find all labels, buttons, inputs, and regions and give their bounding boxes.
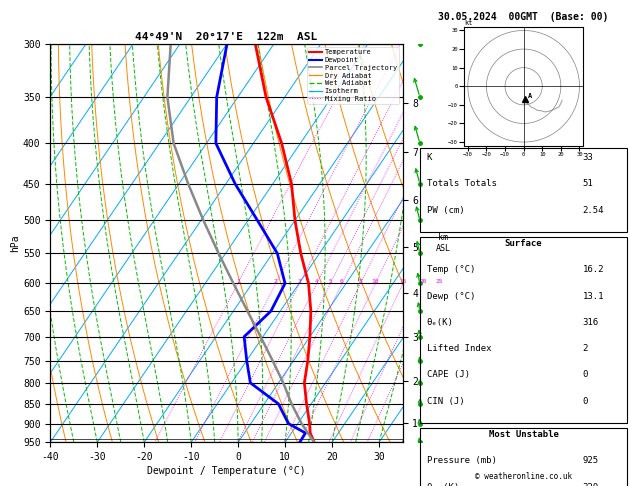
Text: 10: 10 <box>372 278 379 284</box>
Text: 51: 51 <box>582 179 593 189</box>
Text: kt: kt <box>464 20 472 26</box>
Text: 2: 2 <box>274 278 277 284</box>
Text: 16.2: 16.2 <box>582 265 604 275</box>
Text: 320: 320 <box>582 483 599 486</box>
Text: © weatheronline.co.uk: © weatheronline.co.uk <box>475 472 572 481</box>
Text: Pressure (mb): Pressure (mb) <box>426 456 496 466</box>
X-axis label: Dewpoint / Temperature (°C): Dewpoint / Temperature (°C) <box>147 466 306 476</box>
Text: K: K <box>426 153 432 162</box>
Text: 5: 5 <box>328 278 332 284</box>
Bar <box>420 237 627 423</box>
Y-axis label: hPa: hPa <box>10 234 20 252</box>
Text: 6: 6 <box>340 278 343 284</box>
Text: 8: 8 <box>359 278 362 284</box>
Text: θₑ(K): θₑ(K) <box>426 318 454 327</box>
Text: Dewp (°C): Dewp (°C) <box>426 292 475 301</box>
Text: 0: 0 <box>582 397 588 406</box>
Text: Temp (°C): Temp (°C) <box>426 265 475 275</box>
Text: 13.1: 13.1 <box>582 292 604 301</box>
Text: Totals Totals: Totals Totals <box>426 179 496 189</box>
Bar <box>420 148 627 232</box>
Text: 925: 925 <box>582 456 599 466</box>
Text: Lifted Index: Lifted Index <box>426 344 491 353</box>
Bar <box>420 428 627 486</box>
Text: 15: 15 <box>399 278 406 284</box>
Text: 33: 33 <box>582 153 593 162</box>
Text: 4: 4 <box>314 278 318 284</box>
Text: 25: 25 <box>435 278 443 284</box>
Text: 2.54: 2.54 <box>582 206 604 215</box>
Text: 0: 0 <box>582 370 588 380</box>
Text: CIN (J): CIN (J) <box>426 397 464 406</box>
Title: 44°49'N  20°17'E  122m  ASL: 44°49'N 20°17'E 122m ASL <box>135 32 318 42</box>
Legend: Temperature, Dewpoint, Parcel Trajectory, Dry Adiabat, Wet Adiabat, Isotherm, Mi: Temperature, Dewpoint, Parcel Trajectory… <box>308 47 399 104</box>
Text: 2: 2 <box>582 344 588 353</box>
Text: Surface: Surface <box>505 239 542 248</box>
Text: 316: 316 <box>582 318 599 327</box>
Text: θₑ (K): θₑ (K) <box>426 483 459 486</box>
Text: Most Unstable: Most Unstable <box>489 430 559 439</box>
Y-axis label: km
ASL: km ASL <box>436 233 450 253</box>
Text: 1: 1 <box>236 278 240 284</box>
Text: 3: 3 <box>298 278 301 284</box>
Text: A: A <box>528 93 532 99</box>
Text: CAPE (J): CAPE (J) <box>426 370 470 380</box>
Text: 30.05.2024  00GMT  (Base: 00): 30.05.2024 00GMT (Base: 00) <box>438 12 609 22</box>
Text: 20: 20 <box>420 278 427 284</box>
Text: PW (cm): PW (cm) <box>426 206 464 215</box>
